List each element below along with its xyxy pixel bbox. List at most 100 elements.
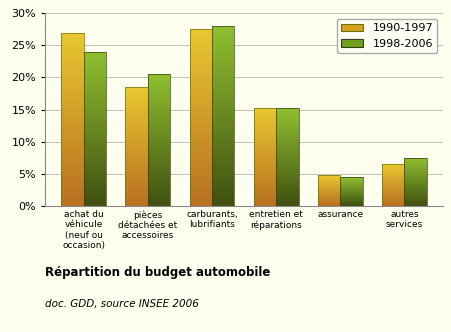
Bar — [61, 180, 83, 182]
Bar — [83, 167, 106, 169]
Bar — [253, 109, 276, 110]
Bar — [381, 164, 404, 165]
Bar — [404, 189, 426, 190]
Bar — [189, 114, 212, 116]
Bar — [381, 203, 404, 204]
Bar — [253, 181, 276, 182]
Bar — [212, 184, 234, 186]
Bar — [83, 56, 106, 58]
Bar — [212, 186, 234, 188]
Bar — [189, 56, 212, 57]
Bar — [147, 144, 170, 145]
Bar — [61, 192, 83, 194]
Bar — [125, 176, 147, 177]
Bar — [276, 141, 298, 142]
Bar — [125, 165, 147, 167]
Bar — [83, 87, 106, 89]
Bar — [125, 145, 147, 146]
Bar — [125, 118, 147, 119]
Bar — [404, 182, 426, 183]
Bar — [61, 182, 83, 183]
Bar — [253, 188, 276, 189]
Bar — [381, 202, 404, 203]
Bar — [276, 113, 298, 114]
Bar — [276, 146, 298, 147]
Bar — [61, 147, 83, 149]
Bar — [276, 136, 298, 137]
Bar — [189, 144, 212, 146]
Bar — [147, 174, 170, 176]
Bar — [253, 127, 276, 128]
Bar — [189, 123, 212, 124]
Bar — [147, 90, 170, 91]
Bar — [212, 136, 234, 137]
Bar — [61, 131, 83, 133]
Bar — [189, 201, 212, 202]
Bar — [125, 106, 147, 107]
Bar — [147, 181, 170, 182]
Bar — [381, 204, 404, 205]
Bar — [276, 153, 298, 154]
Bar — [125, 196, 147, 198]
Bar — [212, 166, 234, 168]
Bar — [147, 78, 170, 80]
Bar — [212, 60, 234, 62]
Bar — [189, 195, 212, 197]
Bar — [276, 171, 298, 172]
Bar — [147, 203, 170, 205]
Bar — [125, 103, 147, 104]
Bar — [253, 168, 276, 169]
Bar — [253, 174, 276, 175]
Bar — [83, 198, 106, 200]
Bar — [276, 166, 298, 167]
Bar — [189, 151, 212, 153]
Bar — [125, 117, 147, 118]
Bar — [125, 142, 147, 143]
Bar — [189, 121, 212, 123]
Bar — [125, 162, 147, 163]
Bar — [253, 141, 276, 142]
Bar — [83, 81, 106, 83]
Bar — [83, 201, 106, 203]
Bar — [147, 193, 170, 194]
Bar — [83, 163, 106, 164]
Bar — [83, 93, 106, 95]
Bar — [125, 154, 147, 155]
Bar — [212, 94, 234, 96]
Bar — [276, 129, 298, 130]
Bar — [276, 203, 298, 204]
Bar — [125, 143, 147, 144]
Bar — [253, 161, 276, 162]
Bar — [212, 28, 234, 30]
Bar — [189, 126, 212, 128]
Bar — [253, 144, 276, 145]
Bar — [189, 156, 212, 158]
Bar — [381, 172, 404, 173]
Bar — [125, 129, 147, 130]
Bar — [212, 118, 234, 120]
Bar — [212, 109, 234, 111]
Bar — [61, 157, 83, 159]
Bar — [147, 156, 170, 157]
Bar — [61, 152, 83, 154]
Bar — [276, 155, 298, 156]
Bar — [147, 83, 170, 85]
Bar — [83, 69, 106, 70]
Bar — [61, 149, 83, 150]
Bar — [276, 184, 298, 185]
Bar — [189, 192, 212, 194]
Bar — [147, 120, 170, 122]
Bar — [189, 91, 212, 93]
Bar — [381, 190, 404, 191]
Bar — [189, 163, 212, 165]
Bar — [253, 205, 276, 206]
Bar — [276, 127, 298, 128]
Bar — [125, 205, 147, 206]
Bar — [83, 76, 106, 78]
Bar — [189, 57, 212, 59]
Bar — [253, 159, 276, 160]
Bar — [276, 170, 298, 171]
Bar — [83, 103, 106, 104]
Bar — [404, 191, 426, 192]
Bar — [212, 179, 234, 181]
